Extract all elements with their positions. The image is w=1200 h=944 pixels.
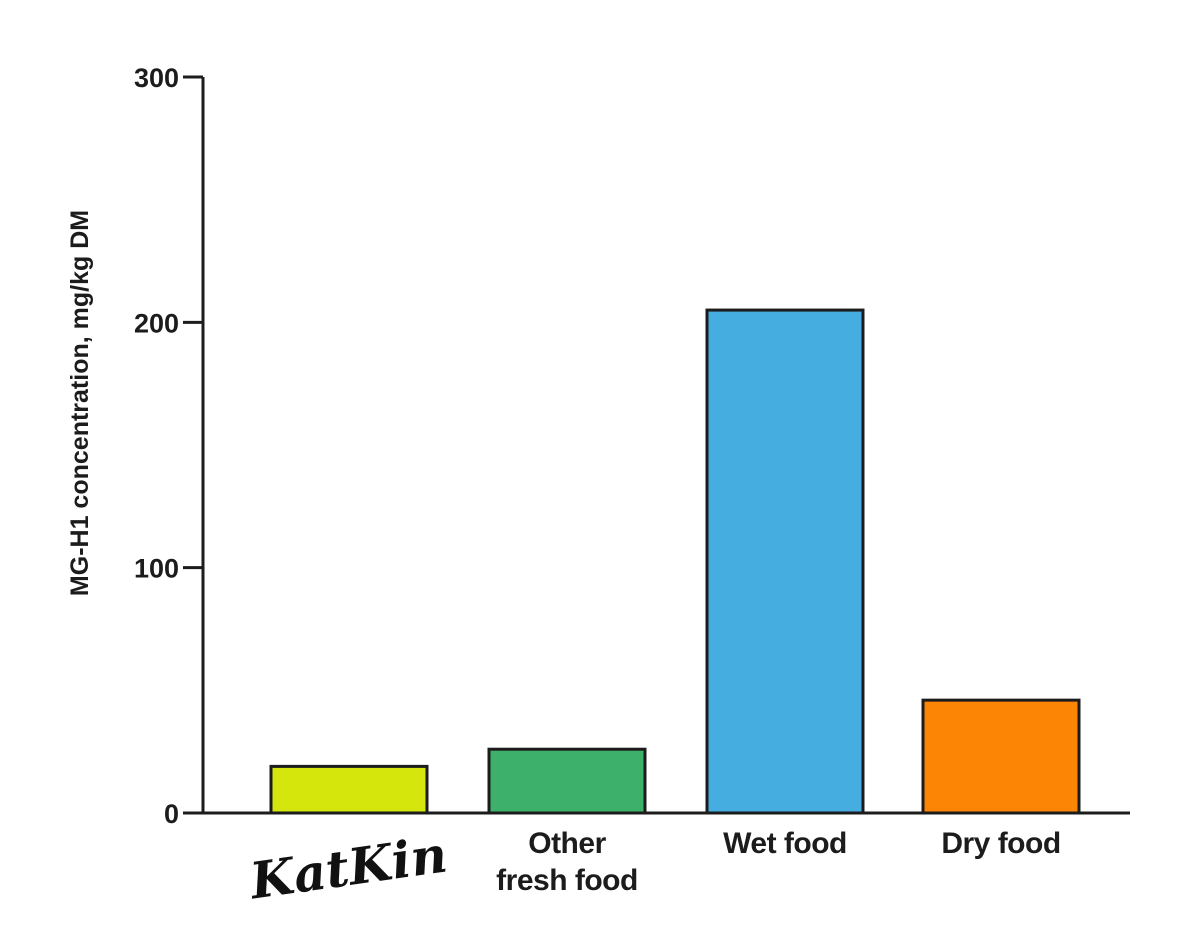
y-axis-label: MG-H1 concentration, mg/kg DM	[66, 210, 94, 596]
x-tick-label-2: Wet food	[723, 827, 847, 860]
plot-area: 0 100 200 300 KatKin Other fresh food Wet food D…	[134, 63, 1130, 911]
y-tick-label-0: 0	[164, 799, 179, 829]
y-tick-label-3: 300	[134, 63, 179, 93]
bar-0	[269, 764, 429, 815]
y-tick-label-2: 200	[134, 308, 179, 338]
y-tick-label-1: 100	[134, 554, 179, 584]
bar-1	[487, 747, 647, 815]
bar-3	[921, 698, 1081, 815]
bar-2	[705, 308, 865, 815]
x-tick-label-1-line-0: Other	[528, 827, 606, 860]
x-tick-label-3: Dry food	[941, 827, 1060, 860]
katkin-logo: KatKin	[245, 825, 451, 911]
x-tick-label-1-line-1: fresh food	[496, 864, 638, 897]
